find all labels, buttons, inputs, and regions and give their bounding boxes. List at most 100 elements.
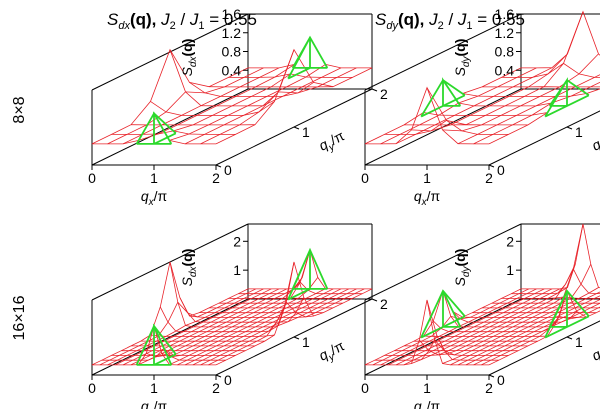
- y-tick-label: 1: [575, 124, 583, 140]
- title-j1: J: [189, 10, 199, 29]
- green-peak-line: [287, 247, 329, 301]
- y-axis-label: qy/π: [316, 127, 349, 157]
- surface-mesh: [364, 223, 600, 366]
- green-peak-line: [420, 77, 466, 118]
- y-tick-mark: [215, 164, 222, 168]
- title-j1: J: [457, 10, 467, 29]
- y-tick-label: 1: [302, 334, 310, 350]
- title-eq: = 0.55: [205, 10, 257, 29]
- green-peak: [544, 77, 590, 118]
- x-axis-label: qx/π: [414, 398, 441, 409]
- x-tick-label: 2: [485, 170, 493, 186]
- y-tick-mark: [488, 374, 495, 378]
- surface-line-qy: [189, 315, 314, 318]
- title-j2-sub: 2: [438, 20, 444, 32]
- green-peak-line: [420, 289, 466, 339]
- x-axis-label: qx/π: [141, 398, 168, 409]
- z-tick-label: 1.2: [495, 25, 515, 41]
- z-axis-label: Sdx(q): [179, 249, 199, 287]
- surface-line-qy: [442, 290, 568, 328]
- col-title-right: Sdy(q), J2 / J1 = 0.55: [375, 10, 525, 32]
- surface-mesh: [91, 248, 373, 366]
- y-tick-mark: [566, 336, 573, 340]
- surface-line-qy: [238, 281, 363, 295]
- x-axis-label: qx/π: [414, 188, 441, 208]
- z-tick-label: 1.6: [222, 6, 242, 22]
- x-tick-label: 0: [88, 170, 96, 186]
- surface-line-qy: [433, 320, 558, 333]
- green-peak: [135, 111, 177, 145]
- title-eq: = 0.55: [473, 10, 525, 29]
- surface-line-qy: [384, 353, 509, 356]
- y-tick-mark: [293, 126, 300, 130]
- y-tick-mark: [566, 126, 573, 130]
- z-tick-label: 1.6: [495, 6, 515, 22]
- x-tick-label: 2: [212, 170, 220, 186]
- green-peak-line: [544, 77, 590, 118]
- y-tick-label: 1: [302, 124, 310, 140]
- surface-line-qy: [462, 93, 587, 97]
- surface-line-qy: [189, 82, 314, 97]
- surface-line-qy: [169, 261, 295, 328]
- surface-line-qy: [521, 10, 600, 69]
- surface-line-qy: [423, 112, 548, 116]
- z-tick-label: 1.2: [222, 25, 242, 41]
- green-peak: [420, 77, 466, 118]
- z-tick-label: 1: [233, 262, 241, 278]
- z-tick-label: 0.4: [222, 62, 242, 78]
- y-tick-label: 0: [224, 162, 232, 178]
- y-tick-label: 0: [497, 372, 505, 388]
- surface-line-qy: [365, 299, 489, 366]
- z-axis-label: Sdy(q): [452, 39, 472, 77]
- x-axis-label: qx/π: [141, 188, 168, 208]
- surface-line-qy: [521, 223, 600, 290]
- x-tick-label: 2: [212, 380, 220, 396]
- y-tick-mark: [215, 374, 222, 378]
- title-j2-sub: 2: [170, 20, 176, 32]
- x-tick-label: 2: [485, 380, 493, 396]
- y-axis-label: qy/π: [589, 337, 600, 367]
- green-peak: [287, 35, 329, 80]
- y-axis-label: qy/π: [589, 127, 600, 157]
- surface-line-qy: [159, 306, 285, 333]
- y-tick-mark: [371, 298, 378, 302]
- title-j2: J: [428, 10, 438, 29]
- y-tick-label: 0: [497, 162, 505, 178]
- z-tick-label: 0.8: [222, 44, 242, 60]
- x-tick-label: 0: [361, 380, 369, 396]
- title-j1-sub: 1: [198, 20, 204, 32]
- y-tick-label: 0: [224, 372, 232, 388]
- y-tick-label: 2: [380, 86, 388, 102]
- surface-line-qy: [511, 268, 600, 295]
- green-peak-line: [287, 35, 329, 80]
- y-tick-label: 1: [575, 334, 583, 350]
- title-j1-sub: 1: [466, 20, 472, 32]
- surface-line-qy: [150, 101, 275, 116]
- surface-line-qy: [365, 86, 489, 145]
- panel-dy-16x16: 01201212qx/πqy/πSdy(q): [361, 223, 600, 409]
- y-axis-label: qy/π: [316, 337, 349, 367]
- axis-box: [364, 13, 600, 166]
- y-tick-label: 2: [380, 296, 388, 312]
- title-sub: dy: [386, 20, 399, 32]
- green-peak-line: [135, 111, 177, 145]
- green-peak: [287, 247, 329, 301]
- z-tick-label: 1: [506, 262, 514, 278]
- title-op: S: [107, 10, 119, 29]
- y-tick-mark: [488, 164, 495, 168]
- surface-line-qy: [501, 62, 600, 78]
- title-j2: J: [160, 10, 170, 29]
- x-tick-label: 1: [150, 170, 158, 186]
- x-tick-label: 1: [423, 380, 431, 396]
- green-peak-line: [544, 289, 590, 339]
- x-tick-label: 1: [423, 170, 431, 186]
- surface-line-qy: [179, 297, 305, 323]
- x-tick-label: 1: [150, 380, 158, 396]
- y-tick-mark: [371, 88, 378, 92]
